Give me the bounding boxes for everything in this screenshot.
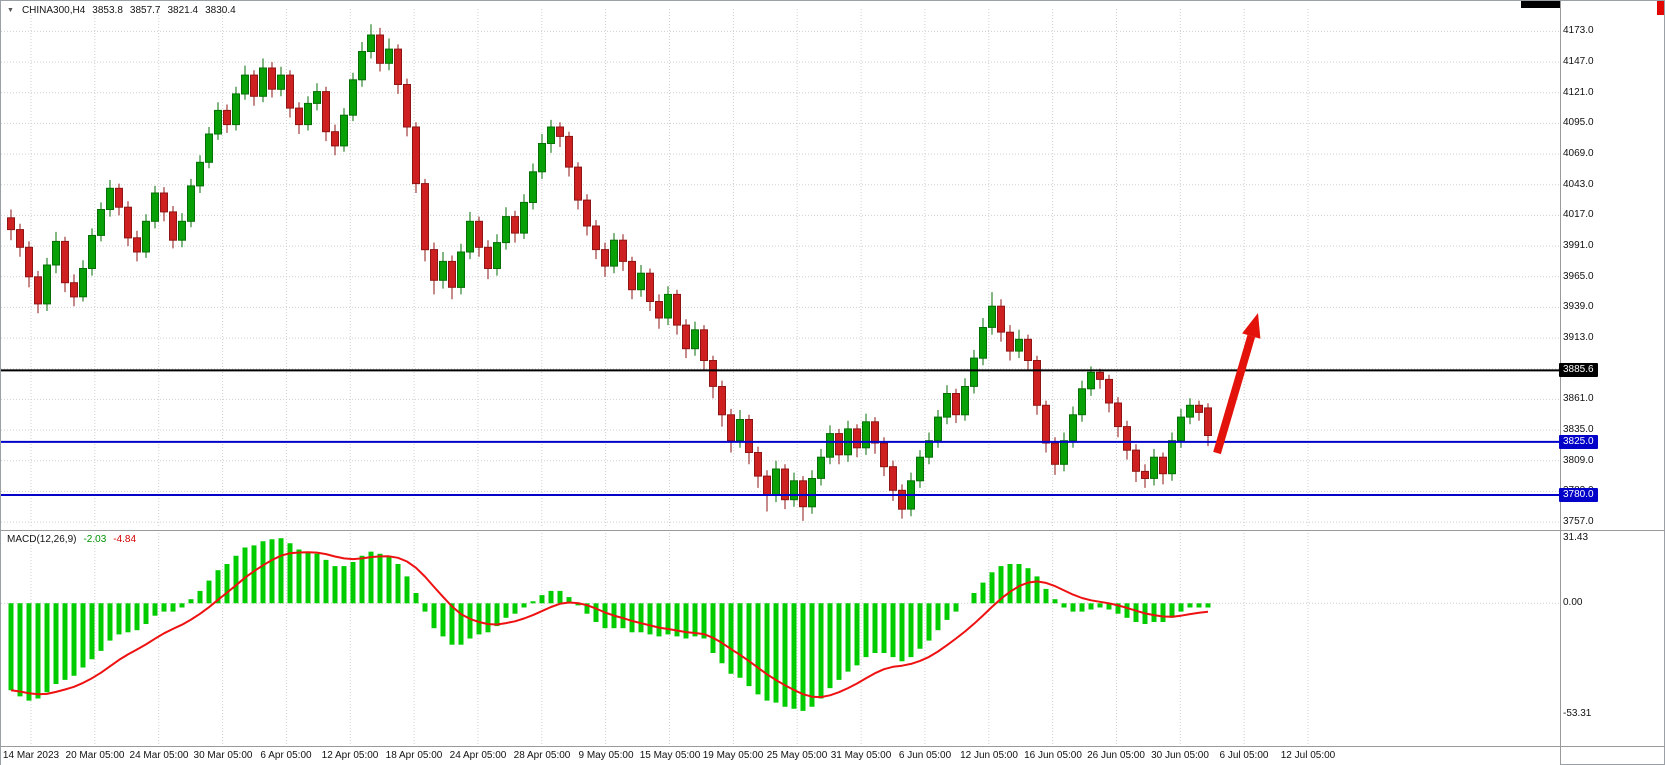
price-tick-label: 4121.0 [1563, 87, 1594, 98]
price-tick-label: 3835.0 [1563, 424, 1594, 435]
price-tick-label: 4147.0 [1563, 56, 1594, 67]
indicator-label: MACD(12,26,9) -2.03 -4.84 [7, 534, 136, 545]
price-tick-label: 3809.0 [1563, 455, 1594, 466]
time-tick-label: 18 Apr 05:00 [385, 750, 443, 761]
price-axis[interactable]: 4173.0 4147.0 4121.0 4095.0 4069.0 4043.0 4017… [1558, 1, 1664, 765]
indicator-name: MACD(12,26,9) [7, 534, 77, 545]
time-axis[interactable]: 14 Mar 2023 20 Mar 05:00 24 Mar 05:00 30 Ma… [1, 747, 1560, 765]
candles-layer [7, 24, 1212, 521]
ohlc-high: 3857.7 [129, 5, 161, 16]
time-tick-label: 12 Apr 05:00 [321, 750, 379, 761]
time-tick-label: 15 May 05:00 [639, 750, 701, 761]
time-tick-label: 12 Jun 05:00 [960, 750, 1018, 761]
time-tick-label: 6 Jul 05:00 [1219, 750, 1269, 761]
indicator-signal-value: -4.84 [113, 534, 137, 545]
price-badge: 3825.0 [1559, 435, 1598, 449]
symbol-dropdown-icon[interactable]: ▼ [7, 7, 14, 14]
price-tick-label: 3913.0 [1563, 332, 1594, 343]
symbol-name: CHINA300,H4 [21, 5, 86, 16]
time-tick-label: 30 Jun 05:00 [1151, 750, 1209, 761]
window-chrome-fragment [1521, 1, 1560, 8]
time-tick-label: 16 Jun 05:00 [1024, 750, 1082, 761]
time-tick-label: 19 May 05:00 [702, 750, 764, 761]
time-tick-label: 20 Mar 05:00 [65, 750, 125, 761]
indicator-scale-label: 0.00 [1563, 597, 1583, 608]
indicator-main-value: -2.03 [83, 534, 107, 545]
time-tick-label: 24 Apr 05:00 [449, 750, 507, 761]
price-tick-label: 4069.0 [1563, 148, 1594, 159]
indicator-scale-label: -53.31 [1563, 708, 1592, 719]
window-chrome-red-fragment [1657, 1, 1664, 15]
macd-signal-line [10, 551, 1209, 699]
time-tick-label: 6 Jun 05:00 [898, 750, 952, 761]
price-tick-label: 3991.0 [1563, 240, 1594, 251]
price-tick-label: 3861.0 [1563, 393, 1594, 404]
ohlc-low: 3821.4 [167, 5, 199, 16]
price-badge: 3885.6 [1559, 363, 1598, 377]
ohlc-open: 3853.8 [92, 5, 123, 16]
time-tick-label: 6 Apr 05:00 [260, 750, 312, 761]
price-tick-label: 3757.0 [1563, 516, 1594, 527]
time-tick-label: 25 May 05:00 [766, 750, 828, 761]
time-tick-label: 31 May 05:00 [830, 750, 892, 761]
time-tick-label: 12 Jul 05:00 [1280, 750, 1336, 761]
time-tick-label: 9 May 05:00 [578, 750, 634, 761]
time-tick-label: 28 Apr 05:00 [513, 750, 571, 761]
indicator-scale-label: 31.43 [1563, 532, 1589, 543]
time-tick-label: 14 Mar 2023 [2, 750, 60, 761]
price-badge: 3780.0 [1559, 488, 1598, 502]
symbol-info-bar[interactable]: ▼ CHINA300,H4 3853.8 3857.7 3821.4 3830.… [7, 5, 236, 16]
time-tick-label: 24 Mar 05:00 [129, 750, 189, 761]
price-tick-label: 4017.0 [1563, 209, 1594, 220]
price-tick-label: 4095.0 [1563, 117, 1594, 128]
time-tick-label: 26 Jun 05:00 [1087, 750, 1145, 761]
macd-histogram [8, 538, 1211, 711]
price-tick-label: 3965.0 [1563, 271, 1594, 282]
trend-arrow[interactable] [1213, 313, 1261, 455]
price-tick-label: 4043.0 [1563, 179, 1594, 190]
time-tick-label: 30 Mar 05:00 [193, 750, 253, 761]
price-tick-label: 4173.0 [1563, 25, 1594, 36]
ohlc-close: 3830.4 [205, 5, 236, 16]
price-tick-label: 3939.0 [1563, 301, 1594, 312]
